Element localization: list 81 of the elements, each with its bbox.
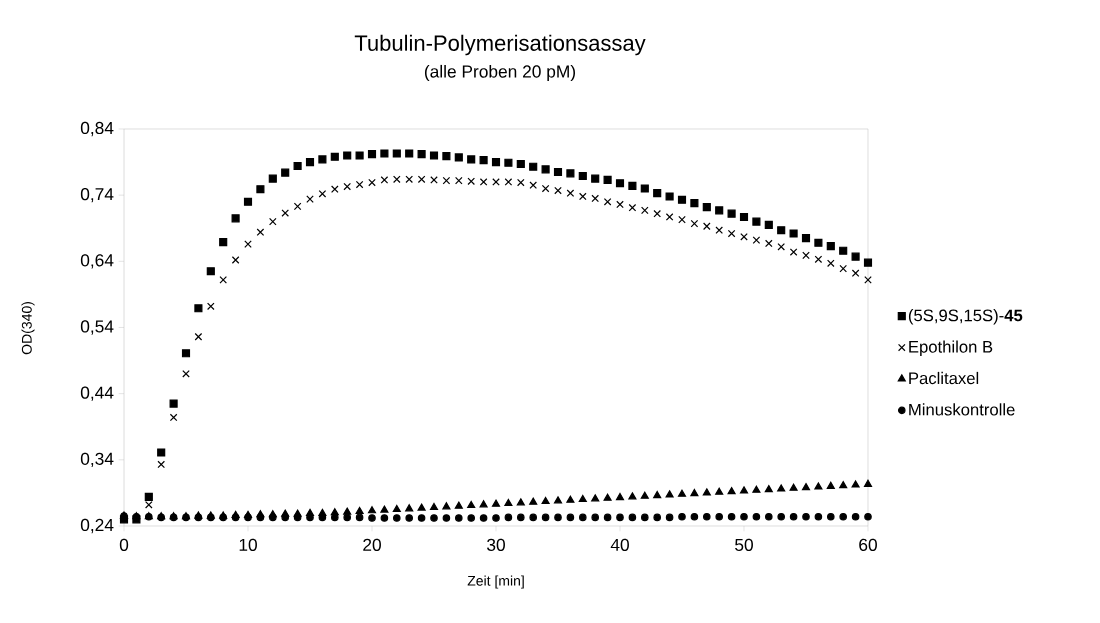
point [355,180,364,189]
point [442,176,451,185]
point [219,276,228,284]
point [702,222,711,231]
point [194,332,203,341]
chart-subtitle: (alle Proben 20 pM) [424,64,576,82]
point [591,194,600,203]
x-tick-label: 20 [363,538,381,551]
y-tick-label: 0,34 [80,452,114,467]
point [157,460,166,469]
point [318,190,327,198]
point [616,200,624,209]
y-tick-label: 0,84 [80,121,114,137]
legend-label: Paclitaxel [909,371,979,385]
y-tick-label: 0,64 [80,254,114,269]
point [455,176,463,185]
point [727,229,736,238]
point [603,197,612,206]
point [641,206,649,215]
point [343,182,352,191]
point [182,370,190,378]
point [579,192,587,201]
point [430,176,438,184]
point [715,226,723,235]
point [802,251,810,260]
point [752,236,761,244]
legend-label: Minuskontrolle [909,403,1015,416]
chart-title: Tubulin-Polymerisationsassay [354,34,646,56]
point [504,178,513,186]
point [467,177,476,186]
y-tick-label: 0,44 [80,386,114,401]
point [864,276,872,284]
point [231,256,240,264]
point [740,233,748,241]
point [541,184,550,193]
point [256,228,265,237]
x-axis-title: Zeit [min] [467,575,524,589]
point [306,195,314,203]
point [269,217,277,226]
point [417,175,426,184]
point [839,264,848,273]
point [566,189,575,197]
point [331,185,339,194]
x-tick-label: 30 [487,538,505,551]
x-tick-label: 50 [735,538,753,551]
point [244,240,252,248]
x-tick-label: 60 [859,538,877,551]
point [529,181,538,190]
y-tick-label: 0,24 [80,518,114,534]
point [380,176,389,184]
y-axis-title: OD(340) [21,302,35,355]
point [678,215,686,224]
point [281,209,290,217]
point [628,203,637,212]
point [145,501,153,509]
point [851,269,860,278]
point [405,175,414,184]
legend-label: Epothilon B [909,340,993,356]
point [554,186,562,195]
point [479,178,488,186]
y-tick-label: 0,54 [80,320,114,335]
point [492,178,500,186]
x-tick-label: 10 [239,538,257,551]
point [690,219,699,228]
point [765,239,773,248]
point [368,178,376,187]
point [293,202,302,211]
point [777,242,785,251]
point [653,209,662,218]
x-tick-label: 0 [119,538,129,551]
point [814,255,823,264]
y-tick-label: 0,74 [80,187,114,203]
point [516,178,525,187]
point [665,213,674,221]
legend-label: (5S,9S,15S)-45 [908,309,1023,325]
point [826,259,835,268]
point [169,413,178,422]
point [789,248,798,256]
x-tick-label: 40 [610,538,629,551]
point [207,302,215,311]
point [393,175,401,184]
